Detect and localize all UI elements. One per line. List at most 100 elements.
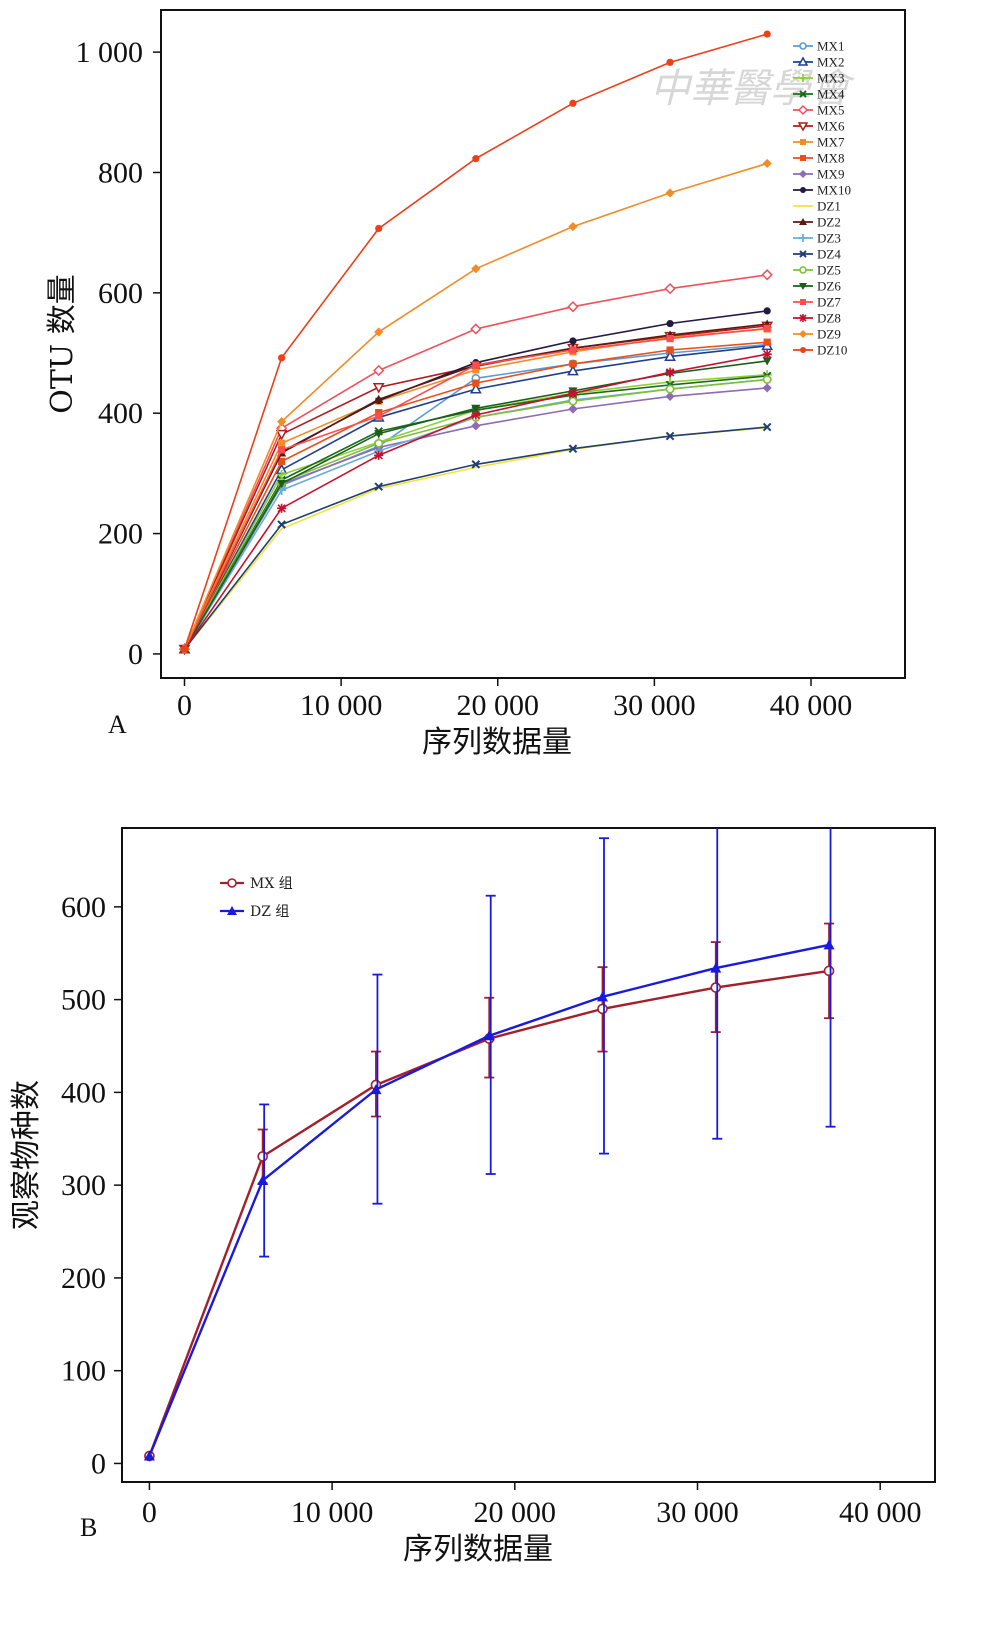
data-point xyxy=(278,457,286,465)
data-point xyxy=(710,982,722,993)
data-point xyxy=(277,520,286,529)
plot-frame xyxy=(160,9,906,679)
data-point xyxy=(277,480,287,489)
series-dz1 xyxy=(183,426,768,650)
x-tick-label: 40 000 xyxy=(770,689,853,722)
data-point xyxy=(278,446,286,454)
data-point xyxy=(277,503,287,513)
legend-label-dz6: DZ6 xyxy=(817,279,841,294)
x-axis-label: 序列数据量 xyxy=(422,725,572,760)
data-point xyxy=(469,383,482,394)
data-point xyxy=(569,337,577,345)
data-point xyxy=(763,324,771,332)
legend-label: DZ 组 xyxy=(250,904,289,920)
legend-marker xyxy=(799,330,807,338)
data-point xyxy=(374,430,384,439)
legend-marker xyxy=(799,314,807,322)
data-point xyxy=(665,391,675,401)
data-point xyxy=(277,417,287,427)
legend-marker xyxy=(799,74,807,82)
series-dz-group xyxy=(143,828,836,1461)
data-point xyxy=(257,1151,268,1162)
legend-label-mx9: MX9 xyxy=(817,167,844,182)
data-point xyxy=(762,383,772,393)
x-tick-label: 20 000 xyxy=(457,689,540,722)
data-point xyxy=(277,469,287,480)
legend-marker xyxy=(227,878,237,888)
plot-frame xyxy=(121,827,936,1483)
legend-marker xyxy=(799,218,807,225)
y-tick-label: 800 xyxy=(98,156,143,189)
data-point xyxy=(763,30,771,38)
data-point xyxy=(568,444,578,454)
legend-marker xyxy=(800,187,806,193)
data-point xyxy=(567,364,579,376)
series-dz9 xyxy=(179,158,772,654)
legend-label-mx1: MX1 xyxy=(817,39,844,54)
legend-label-mx3: MX3 xyxy=(817,71,844,86)
x-tick-label: 20 000 xyxy=(474,1496,557,1529)
y-tick-label: 500 xyxy=(61,984,106,1017)
data-point xyxy=(763,307,771,315)
legend: MX1MX2MX3MX4MX5MX6MX7MX8MX9MX10DZ1DZ2DZ3… xyxy=(793,39,851,358)
rarefaction-chart-otu: 中華醫學會 0 200 400 600 800 1 000 0 10 000 20 000 30 0… xyxy=(45,9,906,760)
data-point xyxy=(472,361,480,369)
legend-label: MX 组 xyxy=(250,876,293,892)
y-tick-label: 0 xyxy=(128,638,143,671)
data-point xyxy=(666,346,674,354)
y-tick-label: 0 xyxy=(91,1447,106,1480)
data-point xyxy=(374,438,384,448)
legend-marker xyxy=(800,347,806,353)
data-point xyxy=(568,404,578,414)
data-point xyxy=(761,269,773,281)
legend-marker xyxy=(800,299,806,305)
legend-label-mx2: MX2 xyxy=(817,55,844,70)
data-point xyxy=(472,379,480,387)
data-point xyxy=(762,349,772,359)
data-point xyxy=(762,422,772,432)
data-point xyxy=(470,323,482,335)
y-axis-label: 观察物种数 xyxy=(9,1080,44,1230)
legend-label-dz5: DZ5 xyxy=(817,263,841,278)
legend-marker xyxy=(797,104,809,116)
legend-marker xyxy=(800,139,806,145)
x-tick-label: 40 000 xyxy=(839,1496,922,1529)
data-point xyxy=(257,1175,269,1186)
data-point xyxy=(666,58,674,66)
data-point xyxy=(762,158,772,169)
legend: MX 组 DZ 组 xyxy=(220,876,293,920)
series-mx9 xyxy=(179,383,772,654)
legend-marker xyxy=(799,266,807,274)
data-point xyxy=(664,282,676,295)
x-tick-label: 30 000 xyxy=(613,689,696,722)
data-point xyxy=(375,409,383,417)
legend-label-dz2: DZ2 xyxy=(817,215,841,230)
data-point xyxy=(374,482,384,491)
series-mx-group xyxy=(144,922,835,1462)
data-point xyxy=(763,338,771,346)
data-point xyxy=(370,1084,382,1095)
series-dz4 xyxy=(180,422,772,654)
data-point xyxy=(374,450,384,460)
legend-label-dz7: DZ7 xyxy=(817,295,841,310)
data-point xyxy=(710,962,722,973)
data-point xyxy=(374,394,384,403)
data-point xyxy=(823,965,835,977)
legend-marker xyxy=(799,283,807,290)
legend-label-dz3: DZ3 xyxy=(817,231,841,246)
rarefaction-chart-species: 0 100 200 300 400 500 600 0 10 000 20 000 30 000 40… xyxy=(9,827,936,1567)
legend-label-dz8: DZ8 xyxy=(817,311,841,326)
data-point xyxy=(569,99,577,107)
y-tick-label: 1 000 xyxy=(76,36,144,69)
x-tick-label: 30 000 xyxy=(656,1496,739,1529)
data-point xyxy=(567,301,579,313)
data-point xyxy=(471,421,481,431)
y-tick-label: 200 xyxy=(61,1262,106,1295)
legend-marker xyxy=(800,155,806,161)
data-point xyxy=(823,939,835,950)
data-point xyxy=(180,645,189,653)
data-point xyxy=(568,388,578,398)
legend-marker xyxy=(797,56,809,66)
data-point xyxy=(665,431,675,441)
data-point xyxy=(568,396,578,406)
